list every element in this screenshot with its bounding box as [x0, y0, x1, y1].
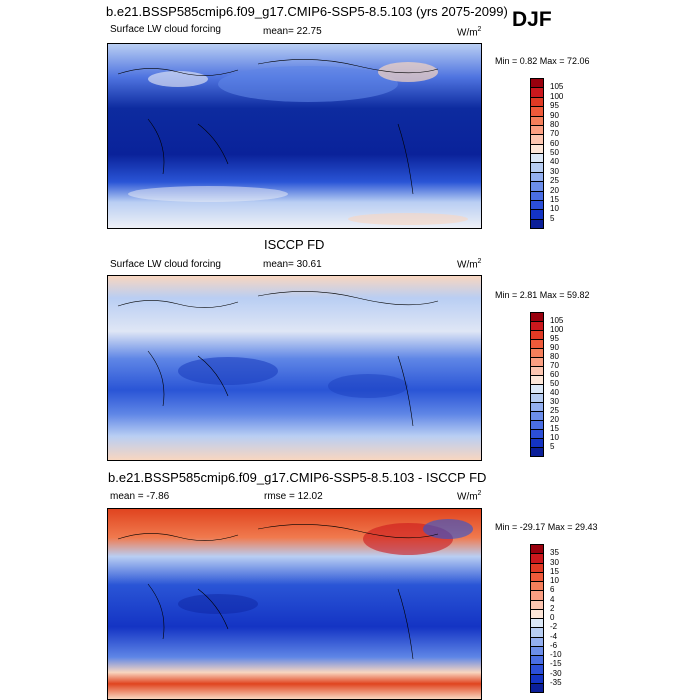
- panel1-mean: mean= 22.75: [263, 26, 322, 37]
- colorbar-tick-label: 90: [550, 343, 559, 352]
- panel3-map: [107, 508, 482, 700]
- colorbar-tick-label: 15: [550, 566, 559, 576]
- panel2-map: [107, 275, 482, 461]
- colorbar-tick-label: 80: [550, 119, 559, 129]
- colorbar-tick-label: 50: [550, 379, 559, 388]
- colorbar-tick-label: 60: [550, 370, 559, 379]
- panel2-units: W/m2: [457, 258, 482, 271]
- colorbar-tick-label: -35: [550, 677, 562, 687]
- colorbar-tick-label: 35: [550, 548, 559, 558]
- season-label: DJF: [512, 8, 552, 31]
- colorbar-tick-label: 6: [550, 585, 555, 595]
- colorbar-swatch: [530, 447, 544, 457]
- colorbar-tick-label: 95: [550, 334, 559, 343]
- colorbar-tick-label: 60: [550, 138, 559, 148]
- colorbar-tick-label: 5: [550, 442, 555, 451]
- panel3-colorbar: 35 30 15 10 6 4 2 0 -2 -4 -6 -10 -15 -30 -35: [530, 544, 562, 693]
- colorbar-tick-label: 105: [550, 316, 564, 325]
- colorbar-tick-label: -4: [550, 631, 558, 641]
- panel2-title: ISCCP FD: [264, 237, 325, 252]
- colorbar-tick-label: 90: [550, 110, 559, 120]
- colorbar-tick-label: 15: [550, 424, 559, 433]
- colorbar-tick-label: 2: [550, 603, 555, 613]
- panel3-mean: mean = -7.86: [110, 491, 170, 502]
- colorbar-tick-label: 25: [550, 176, 559, 186]
- colorbar-tick-label: 50: [550, 148, 559, 157]
- panel3-minmax: Min = -29.17 Max = 29.43: [495, 522, 598, 532]
- panel1-colorbar: 105 100 95 90 80 70 60 50 40 30 25 20 15 10 5: [530, 78, 563, 229]
- colorbar-tick-label: 5: [550, 213, 555, 223]
- colorbar-tick-label: 105: [550, 82, 564, 92]
- panel2-map-field: [108, 276, 481, 460]
- colorbar-tick-label: 30: [550, 166, 559, 176]
- colorbar-tick-label: 4: [550, 594, 555, 604]
- colorbar-tick-label: -10: [550, 650, 562, 659]
- panel3-map-field: [108, 509, 481, 699]
- colorbar-tick-label: 0: [550, 613, 555, 622]
- panel3-units: W/m2: [457, 490, 482, 503]
- colorbar-swatch: [530, 218, 544, 229]
- colorbar-tick-label: 25: [550, 406, 559, 415]
- colorbar-tick-label: 80: [550, 352, 559, 361]
- panel3-rmse: rmse = 12.02: [264, 491, 323, 502]
- colorbar-tick-label: 15: [550, 194, 559, 204]
- panel1-map-field: [108, 44, 481, 228]
- colorbar-tick-label: 20: [550, 185, 559, 195]
- colorbar-tick-label: 70: [550, 129, 559, 139]
- colorbar-tick-label: 40: [550, 157, 559, 167]
- colorbar-tick-label: 95: [550, 101, 559, 111]
- page-title: b.e21.BSSP585cmip6.f09_g17.CMIP6-SSP5-8.…: [106, 4, 508, 19]
- colorbar-tick-label: 10: [550, 576, 559, 585]
- colorbar-tick-label: 10: [550, 204, 559, 214]
- panel1-variable: Surface LW cloud forcing: [110, 24, 221, 35]
- colorbar-tick-label: 70: [550, 361, 559, 370]
- colorbar-tick-label: -30: [550, 668, 562, 678]
- colorbar-tick-label: 100: [550, 91, 564, 101]
- panel2-colorbar: 105 100 95 90 80 70 60 50 40 30 25 20 15 10 5: [530, 312, 563, 457]
- panel2-minmax: Min = 2.81 Max = 59.82: [495, 290, 590, 300]
- colorbar-tick-label: 30: [550, 397, 559, 406]
- panel1-units: W/m2: [457, 26, 482, 39]
- colorbar-tick-label: 30: [550, 557, 559, 567]
- panel1-minmax: Min = 0.82 Max = 72.06: [495, 56, 590, 66]
- colorbar-tick-label: -2: [550, 622, 558, 632]
- colorbar-tick-label: 10: [550, 433, 559, 442]
- panel2-mean: mean= 30.61: [263, 259, 322, 270]
- panel3-title: b.e21.BSSP585cmip6.f09_g17.CMIP6-SSP5-8.…: [108, 470, 487, 485]
- colorbar-tick-label: 40: [550, 388, 559, 397]
- panel1-map: [107, 43, 482, 229]
- colorbar-tick-label: -15: [550, 659, 562, 669]
- colorbar-tick-label: -6: [550, 640, 558, 650]
- colorbar-tick-label: 20: [550, 415, 559, 424]
- colorbar-swatch: [530, 682, 544, 693]
- colorbar-tick-label: 100: [550, 325, 564, 334]
- panel2-variable: Surface LW cloud forcing: [110, 259, 221, 270]
